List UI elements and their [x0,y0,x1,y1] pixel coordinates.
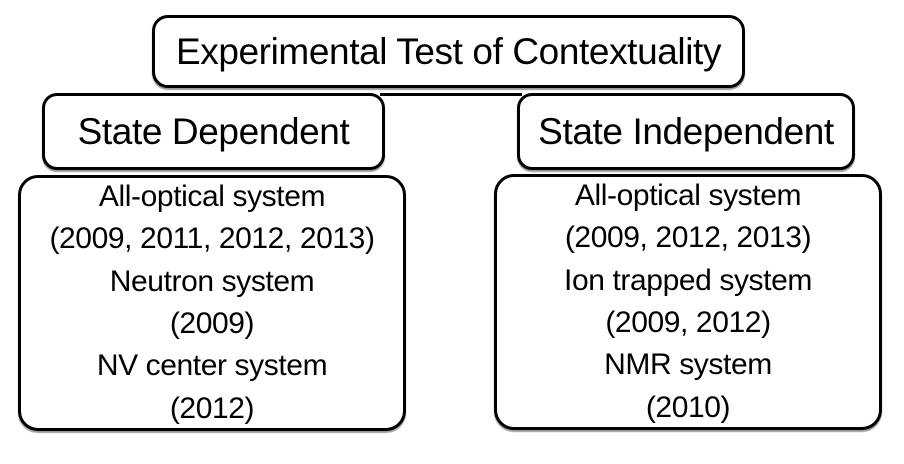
system-years: (2009, 2012, 2013) [564,221,812,255]
systems-list-state-dependent: All-optical system (2009, 2011, 2012, 20… [18,175,406,431]
root-node-label: Experimental Test of Contextuality [175,30,722,72]
branch-label-state-independent: State Independent [538,110,834,152]
root-node: Experimental Test of Contextuality [152,15,745,88]
system-name: All-optical system [98,180,326,214]
branch-node-state-independent: State Independent [517,93,855,170]
system-years: (2009) [169,307,255,340]
system-name: NMR system [604,348,772,382]
branch-connector-line [380,93,522,96]
system-name: All-optical system [574,179,802,213]
system-years: (2009, 2012) [605,306,771,339]
system-name: Neutron system [109,264,315,298]
system-name: NV center system [96,349,328,383]
systems-list-state-independent: All-optical system (2009, 2012, 2013) Io… [494,174,882,430]
system-years: (2012) [169,391,255,425]
system-years: (2009, 2011, 2012, 2013) [49,222,375,256]
system-years: (2010) [645,390,731,424]
branch-node-state-dependent: State Dependent [42,93,385,170]
system-name: Ion trapped system [564,263,812,297]
branch-label-state-dependent: State Dependent [77,110,350,152]
